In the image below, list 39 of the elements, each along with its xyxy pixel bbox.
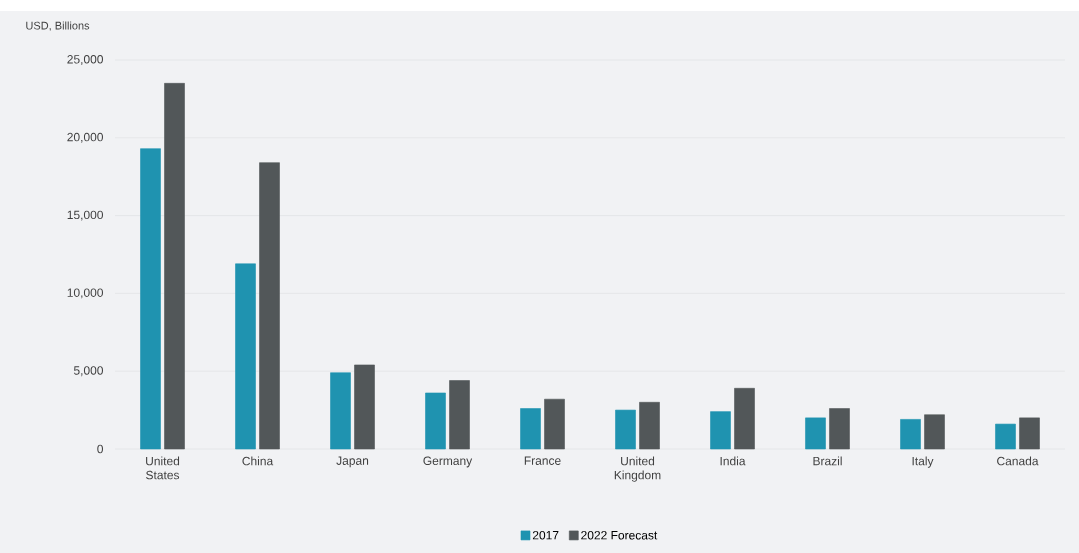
- y-tick-label: 5,000: [73, 366, 104, 377]
- bar: [829, 408, 850, 450]
- bar: [924, 414, 945, 450]
- y-tick-label: 20,000: [67, 132, 104, 143]
- bar: [354, 364, 375, 450]
- bar: [710, 411, 731, 450]
- x-tick-label: Brazil: [813, 456, 842, 466]
- x-tick-label: United States: [146, 456, 180, 480]
- bar: [805, 417, 826, 450]
- x-tick-label: India: [720, 456, 746, 466]
- bar: [425, 392, 446, 450]
- bar: [995, 423, 1016, 450]
- y-tick-label: 15,000: [67, 210, 104, 221]
- x-tick-label: France: [524, 456, 561, 465]
- x-tick-label: United Kingdom: [614, 456, 661, 482]
- bar: [330, 372, 351, 450]
- bar: [615, 409, 636, 450]
- bar: [639, 402, 660, 450]
- bar: [734, 388, 755, 450]
- y-axis-title: USD, Billions: [26, 21, 90, 31]
- y-tick-label: 0: [97, 444, 104, 454]
- bar: [544, 398, 565, 450]
- x-tick-label: Germany: [423, 456, 473, 468]
- bar: [1019, 417, 1040, 450]
- bar: [449, 380, 470, 450]
- bar: [259, 162, 280, 450]
- legend-label: 2022 Forecast: [581, 530, 658, 540]
- x-tick-label: Italy: [912, 456, 934, 468]
- x-tick-label: China: [242, 456, 274, 466]
- x-tick-label: Canada: [997, 456, 1039, 466]
- bar: [164, 83, 185, 450]
- x-tick-label: Japan: [336, 456, 369, 468]
- bar: [235, 263, 256, 450]
- legend-label: 2017: [532, 530, 559, 540]
- bar: [140, 148, 161, 450]
- bar: [520, 408, 541, 450]
- y-tick-label: 25,000: [67, 55, 104, 65]
- y-tick-label: 10,000: [67, 288, 104, 299]
- bar: [900, 419, 921, 450]
